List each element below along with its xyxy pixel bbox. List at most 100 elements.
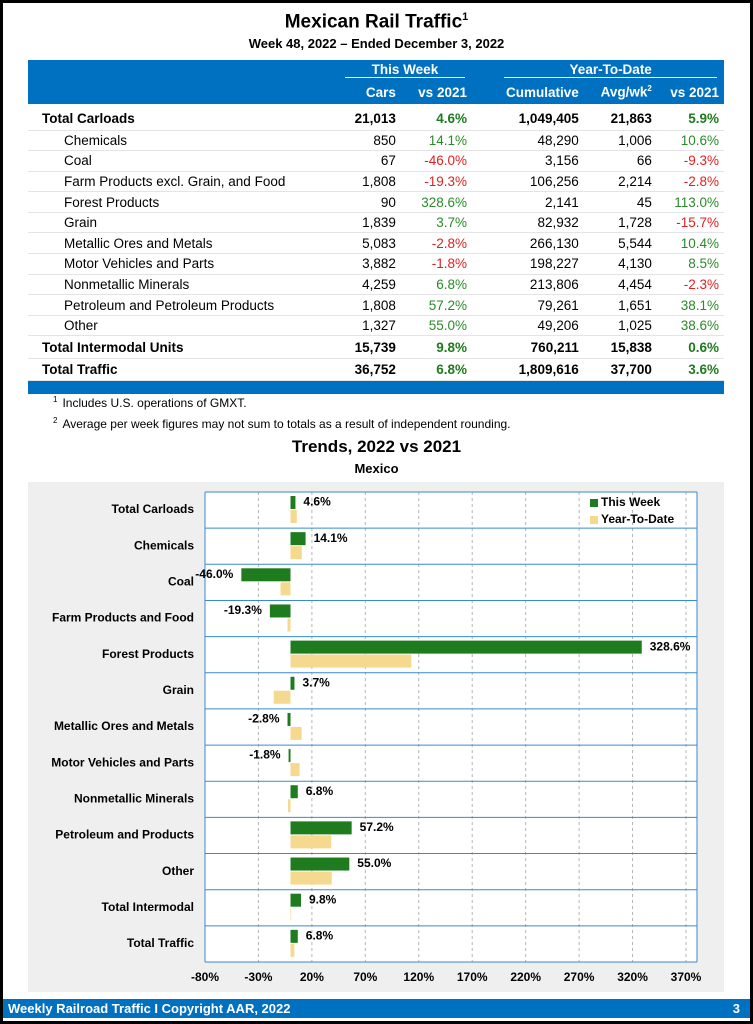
- footnote: 1 Includes U.S. operations of GMXT.: [53, 395, 247, 410]
- spacer-cell: [471, 358, 498, 382]
- cell: 106,256: [497, 171, 584, 193]
- title-note: 1: [462, 11, 469, 23]
- bar: [290, 871, 332, 885]
- cell: 8.5%: [656, 253, 724, 275]
- spacer-cell: [471, 108, 498, 131]
- legend-swatch: [590, 516, 598, 524]
- row-label: Coal: [28, 150, 338, 172]
- x-tick-label: -80%: [191, 970, 219, 984]
- bar: [290, 546, 302, 560]
- cell: 37,700: [583, 358, 657, 382]
- cell: 5,544: [583, 232, 657, 255]
- bar: [290, 763, 300, 777]
- bar: [290, 835, 332, 849]
- bar: [290, 929, 298, 943]
- cell: 1,809,616: [497, 358, 584, 382]
- plot-area: [205, 492, 697, 962]
- table-row: Metallic Ores and Metals 5,083 -2.8% 266,13…: [28, 232, 724, 255]
- subtitle: Week 48, 2022 – Ended December 3, 2022: [248, 36, 505, 51]
- column-header: vs 2021: [418, 84, 467, 100]
- cell: 3,156: [497, 150, 584, 172]
- cell: 1,728: [583, 212, 657, 234]
- cell: 4,130: [583, 253, 657, 275]
- legend-label: Year-To-Date: [601, 512, 674, 526]
- column-header: Avg/wk2: [600, 84, 652, 100]
- category-label: Total Intermodal: [102, 900, 194, 914]
- category-label: Coal: [168, 575, 194, 589]
- bar: [290, 893, 301, 907]
- x-tick-label: 220%: [510, 970, 541, 984]
- cell: 2,214: [583, 171, 657, 193]
- row-label: Motor Vehicles and Parts: [28, 253, 338, 275]
- row-label: Total Carloads: [28, 108, 338, 131]
- column-header-row: Cars vs 2021 Cumulative Avg/wk2 vs 2021: [28, 80, 724, 104]
- group-header: Year-To-Date: [497, 60, 724, 80]
- category-label: Total Carloads: [112, 502, 195, 516]
- category-label: Grain: [163, 683, 194, 697]
- cell: 5,083: [337, 232, 401, 255]
- table-row: Motor Vehicles and Parts 3,882 -1.8% 198,22…: [28, 253, 724, 275]
- x-tick-label: 270%: [564, 970, 595, 984]
- cell: -2.3%: [656, 274, 724, 296]
- cell: 3.7%: [400, 212, 472, 234]
- x-tick-label: 70%: [353, 970, 377, 984]
- spacer-cell: [471, 171, 498, 193]
- cell: 1,651: [583, 294, 657, 316]
- spacer-cell: [471, 315, 498, 337]
- cell: -15.7%: [656, 212, 724, 234]
- category-label: Other: [162, 864, 194, 878]
- row-label: Nonmetallic Minerals: [28, 274, 338, 296]
- bar: [241, 568, 291, 582]
- cell: 90: [337, 191, 401, 213]
- bar: [288, 799, 291, 813]
- cell: 5.9%: [656, 108, 724, 131]
- data-label: -19.3%: [224, 603, 262, 617]
- spacer-cell: [471, 191, 498, 213]
- table-row: Grain 1,839 3.7% 82,932 1,728 -15.7%: [28, 212, 724, 234]
- footnote: 2 Average per week figures may not sum to…: [53, 416, 511, 431]
- bar: [288, 749, 291, 763]
- data-label: 6.8%: [306, 784, 334, 798]
- cell: 1,006: [583, 130, 657, 152]
- table-row: Forest Products 90 328.6% 2,141 45 113.0%: [28, 191, 724, 213]
- data-label: 14.1%: [314, 531, 348, 545]
- cell: 21,863: [583, 108, 657, 131]
- cell: 0.6%: [656, 335, 724, 359]
- cell: 45: [583, 191, 657, 213]
- bar: [290, 785, 298, 799]
- category-label: Forest Products: [102, 647, 194, 661]
- row-label: Petroleum and Petroleum Products: [28, 294, 338, 316]
- cell: 3.6%: [656, 358, 724, 382]
- cell: 55.0%: [400, 315, 472, 337]
- cell: 79,261: [497, 294, 584, 316]
- spacer-cell: [471, 130, 498, 152]
- cell: 38.6%: [656, 315, 724, 337]
- x-tick-label: 120%: [403, 970, 434, 984]
- column-header: vs 2021: [670, 84, 719, 100]
- category-label: Metallic Ores and Metals: [54, 719, 194, 733]
- legend-label: This Week: [601, 495, 660, 509]
- bar: [287, 618, 291, 632]
- bar: [290, 640, 642, 654]
- data-label: 9.8%: [309, 892, 337, 906]
- cell: 15,739: [337, 335, 401, 359]
- table-row: Farm Products excl. Grain, and Food 1,808…: [28, 171, 724, 193]
- cell: 4,259: [337, 274, 401, 296]
- cell: 1,839: [337, 212, 401, 234]
- bar: [273, 690, 291, 704]
- data-label: 328.6%: [650, 639, 691, 653]
- footer: Weekly Railroad Traffic I Copyright AAR,…: [3, 999, 750, 1018]
- page-number: 3: [732, 1001, 740, 1016]
- cell: 21,013: [337, 108, 401, 131]
- cell: 213,806: [497, 274, 584, 296]
- bar: [290, 821, 352, 835]
- row-label: Total Intermodal Units: [28, 335, 338, 359]
- footnotes: 1 Includes U.S. operations of GMXT. 2 Avera…: [53, 391, 511, 433]
- cell: 15,838: [583, 335, 657, 359]
- table-row: Coal 67 -46.0% 3,156 66 -9.3%: [28, 150, 724, 172]
- row-label: Metallic Ores and Metals: [28, 232, 338, 255]
- category-label: Chemicals: [134, 538, 194, 552]
- cell: 2,141: [497, 191, 584, 213]
- cell: -46.0%: [400, 150, 472, 172]
